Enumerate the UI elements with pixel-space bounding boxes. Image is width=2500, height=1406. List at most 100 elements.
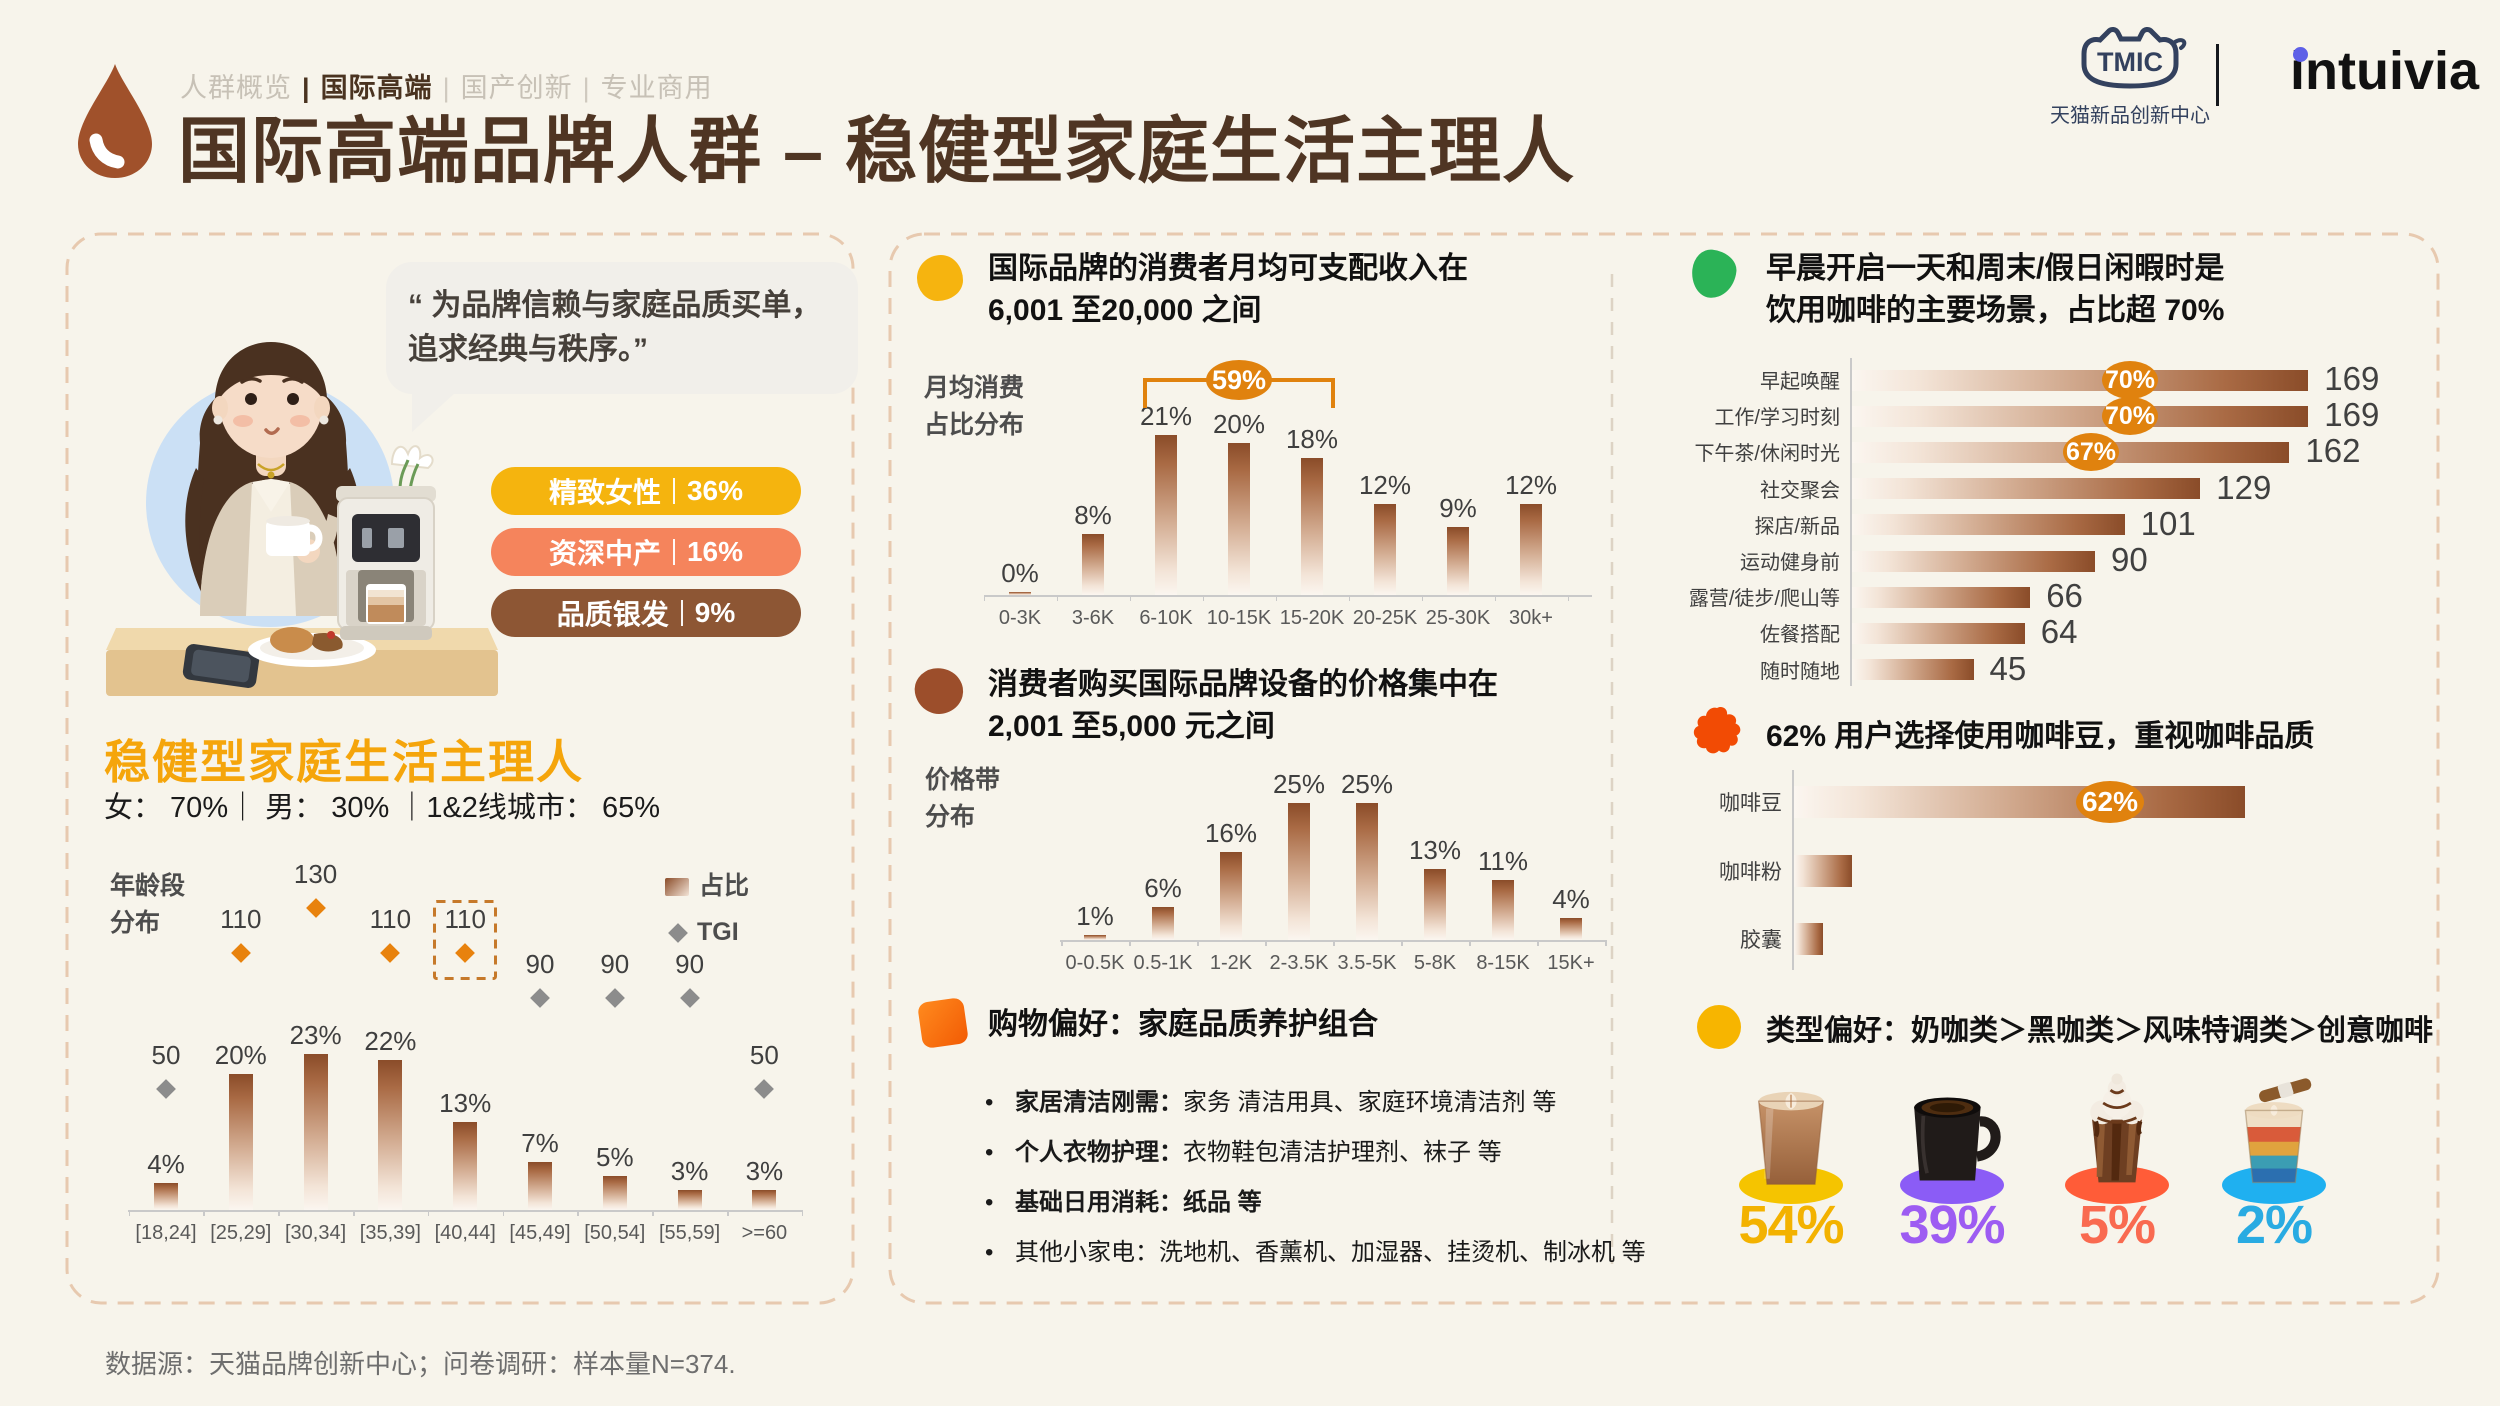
scenes-bar <box>1852 622 2025 644</box>
income-axis-label: 15-20K <box>1279 607 1345 629</box>
age-bar <box>752 1189 777 1210</box>
income-tick <box>1348 595 1350 601</box>
scenes-axis-label: 工作/学习时刻 <box>1714 407 1840 430</box>
bean-y-axis <box>1792 770 1794 970</box>
price-bar-value-label: 25% <box>1272 768 1326 799</box>
tab-professional[interactable]: 专业商用 <box>600 73 713 103</box>
price-distribution-chart: 价格带 分布 1% 0-0.5K 6% 0.5-1K 16% 1-2K 25% 2-3.5K 25… <box>900 700 1620 980</box>
page-title: 国际高端品牌人群 – 稳健型家庭生活主理人 <box>178 112 1576 192</box>
income-bar <box>1301 458 1323 595</box>
age-tgi-marker <box>530 988 550 1009</box>
price-axis-label: 3.5-5K <box>1337 952 1397 974</box>
age-tick <box>427 1210 430 1216</box>
price-headline: 消费者购买国际品牌设备的价格集中在 2,001 至5,000 元之间 <box>988 668 1498 743</box>
scenes-bar <box>1852 586 2031 608</box>
age-tgi-marker <box>380 943 401 964</box>
age-tick <box>801 1210 804 1216</box>
shopping-item-lead: 个人衣物护理： <box>1015 1139 1183 1166</box>
age-bar <box>528 1162 552 1210</box>
type-section-icon <box>1697 1005 1741 1049</box>
coffee-type-cup-icon <box>2057 1062 2177 1197</box>
persona-title: 稳健型家庭生活主理人 <box>104 736 584 788</box>
price-bar <box>1560 918 1582 940</box>
pill-label: 品质银发 <box>556 599 669 630</box>
age-tick <box>727 1210 729 1216</box>
income-section-icon <box>917 255 963 301</box>
scenes-bar <box>1852 550 2095 572</box>
tab-international-premium[interactable]: 国际高端 <box>320 73 433 103</box>
shopping-item-text: 其他小家电：洗地机、香薰机、加湿器、挂烫机、制冰机 等 <box>1015 1239 1646 1266</box>
income-axis-label: 20-25K <box>1352 607 1418 629</box>
price-bar <box>1288 802 1310 940</box>
coffee-type-value: 5% <box>2078 1195 2156 1255</box>
age-chart-label: 年龄段 分布 <box>110 872 186 937</box>
income-bracket-leg <box>1143 378 1147 408</box>
age-tgi-label: 110 <box>369 904 412 935</box>
price-tick <box>1401 940 1403 946</box>
income-bar-value-label: 9% <box>1439 492 1477 523</box>
shopping-item-text: 衣物鞋包清洁护理剂、袜子 等 <box>1183 1139 1502 1166</box>
age-bar <box>453 1121 478 1210</box>
type-headline: 类型偏好：奶咖类＞黑咖类＞风味特调类＞创意咖啡 <box>1766 1015 2434 1047</box>
scenes-bar <box>1852 405 2309 427</box>
income-chart-label: 月均消费 占比分布 <box>924 374 1025 439</box>
bean-bar <box>1794 854 1853 887</box>
age-tgi-label: 90 <box>525 949 555 980</box>
income-tick <box>983 595 985 601</box>
age-tgi-marker <box>305 898 326 918</box>
bullet-dot: • <box>985 1239 994 1266</box>
pill-divider <box>672 539 675 565</box>
bean-axis-label: 胶囊 <box>1740 929 1782 952</box>
age-bar-value-label: 4% <box>147 1148 185 1179</box>
price-tick <box>1469 940 1471 946</box>
income-axis-label: 0-3K <box>998 607 1042 629</box>
price-axis-label: 2-3.5K <box>1269 952 1329 974</box>
section-tabs: 人群概览 | 国际高端 | 国产创新 | 专业商用 <box>180 66 713 105</box>
income-bracket-leg <box>1331 378 1335 408</box>
age-tick <box>128 1210 131 1216</box>
scenes-bar-value-label: 45 <box>1989 649 2027 687</box>
tmic-caption: 天猫新品创新中心 <box>2050 105 2210 127</box>
age-bar <box>378 1060 403 1210</box>
price-bar-value-label: 6% <box>1144 873 1182 903</box>
pill-divider <box>680 600 683 626</box>
income-bar-value-label: 8% <box>1074 500 1112 531</box>
shopping-item: • 家居清洁刚需： 家务 清洁用具、家庭环境清洁剂 等 <box>985 1082 1665 1117</box>
tmic-logo: TMIC 天猫新品创新中心 <box>2040 26 2220 128</box>
income-tick <box>1056 595 1058 601</box>
age-bar-value-label: 3% <box>745 1155 784 1186</box>
data-source-note: 数据源：天猫品牌创新中心；问卷调研：样本量N=374. <box>105 1349 736 1379</box>
age-bar-value-label: 3% <box>670 1155 709 1186</box>
tab-domestic-innovation[interactable]: 国产创新 <box>460 73 573 103</box>
age-axis-label: [35,39] <box>359 1222 421 1244</box>
segment-pill-silver: 品质银发 9% <box>491 589 801 637</box>
scenes-axis-label: 社交聚会 <box>1760 479 1840 502</box>
price-axis-label: 8-15K <box>1476 952 1530 974</box>
price-tick <box>1537 940 1539 946</box>
age-tgi-label: 90 <box>600 949 630 980</box>
bullet-dot: • <box>985 1139 994 1166</box>
income-bar-value-label: 20% <box>1212 409 1266 439</box>
price-bar <box>1356 802 1378 940</box>
price-bar-value-label: 25% <box>1340 768 1394 799</box>
coffee-type-value: 39% <box>1899 1195 2005 1255</box>
age-legend-tgi: TGI <box>668 918 739 947</box>
tab-overview[interactable]: 人群概览 <box>180 73 292 103</box>
pill-label: 资深中产 <box>548 538 661 569</box>
income-bar-value-label: 12% <box>1358 469 1412 500</box>
age-tgi-label: 110 <box>220 904 262 935</box>
scenes-bar <box>1852 369 2309 391</box>
income-bar <box>1447 526 1469 595</box>
coffee-format-chart: 咖啡豆 咖啡粉 胶囊 62% <box>1650 762 2440 982</box>
price-tick <box>1605 940 1607 946</box>
scenes-bar-value-label: 64 <box>2040 613 2078 651</box>
shopping-item: • 基础日用消耗：纸品 等 <box>985 1182 1665 1217</box>
bullet-dot: • <box>985 1089 994 1116</box>
scenes-axis-label: 露营/徒步/爬山等 <box>1688 588 1840 611</box>
income-bar <box>1009 592 1031 595</box>
scenes-axis-label: 运动健身前 <box>1740 552 1840 574</box>
income-bracket-badge: 59% <box>1206 360 1272 400</box>
scenes-bar <box>1852 659 1974 681</box>
pill-value: 9% <box>694 597 736 628</box>
logo-divider <box>2216 44 2219 106</box>
